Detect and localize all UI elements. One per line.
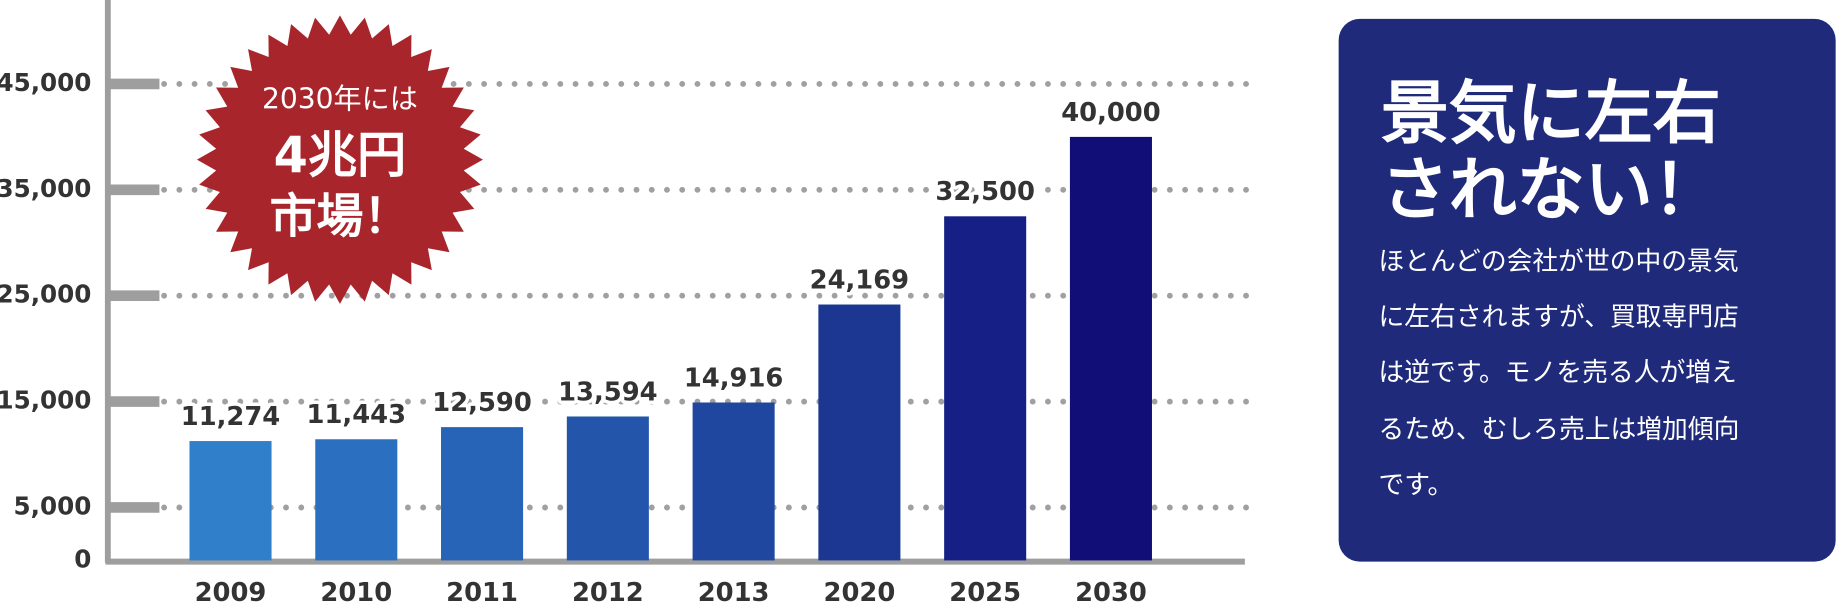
panel-body: に左右されますが、買取専門店 (1379, 302, 1739, 332)
value-label: 13,594 (558, 377, 657, 407)
bar (441, 427, 524, 561)
panel-title: 景気に左右 (1381, 75, 1721, 154)
value-label: 24,169 (810, 265, 909, 295)
panel-body: るため、むしろ売上は増加傾向 (1379, 415, 1740, 445)
value-label: 14,916 (684, 363, 783, 393)
y-tick-label: 45,000 (0, 68, 91, 97)
value-label: 40,000 (1061, 98, 1160, 128)
x-tick-label: 2013 (698, 578, 770, 608)
panel-body: です。 (1379, 470, 1454, 500)
badge-line: 市場！ (270, 189, 411, 244)
panel-box (1338, 18, 1836, 562)
bar (1069, 136, 1152, 561)
x-tick-label: 2009 (195, 578, 267, 608)
bar (566, 416, 649, 561)
y-tick-label: 0 (74, 544, 91, 573)
x-tick-label: 2011 (446, 578, 518, 608)
panel-body: は逆です。モノを売る人が増え (1379, 358, 1737, 388)
bar (692, 402, 775, 561)
y-tick-label: 5,000 (14, 491, 92, 520)
starburst (196, 15, 483, 304)
badge: 2030年には 4兆円 市場！ (196, 15, 483, 304)
x-tick-label: 2030 (1075, 578, 1147, 608)
info-panel: 景気に左右 されない！ ほとんどの会社が世の中の景気 に左右されますが、買取専門… (1338, 18, 1836, 562)
bar (944, 216, 1027, 561)
x-tick-label: 2025 (949, 578, 1021, 608)
value-label: 11,274 (181, 402, 280, 432)
badge-line: 2030年には (262, 82, 418, 115)
x-tick-label: 2020 (824, 578, 896, 608)
value-label: 32,500 (935, 177, 1034, 207)
y-tick-label: 15,000 (0, 386, 91, 415)
x-tick-label: 2012 (572, 578, 644, 608)
panel-title: されない！ (1381, 151, 1721, 230)
y-tick-label: 25,000 (0, 280, 91, 309)
value-label: 12,590 (432, 388, 531, 418)
bar (818, 304, 901, 561)
panel-body: ほとんどの会社が世の中の景気 (1379, 247, 1739, 277)
bar (189, 441, 272, 561)
bar (315, 439, 398, 561)
value-label: 11,443 (307, 400, 406, 430)
y-tick-label: 35,000 (0, 174, 91, 203)
x-tick-label: 2010 (320, 578, 392, 608)
badge-line: 4兆円 (274, 126, 407, 184)
